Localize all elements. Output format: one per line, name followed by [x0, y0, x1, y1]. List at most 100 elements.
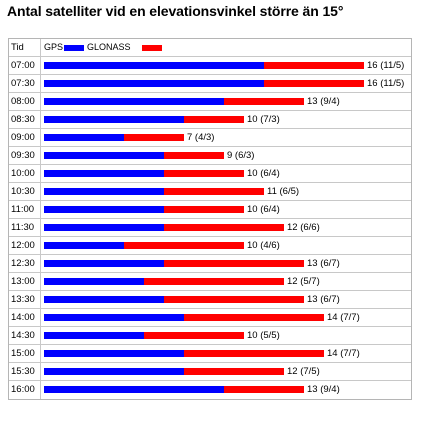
gps-bar	[44, 188, 164, 195]
glonass-bar	[224, 386, 304, 393]
table-row: 12:00 10 (4/6)	[9, 237, 411, 255]
legend-glonass-swatch	[142, 45, 162, 51]
data-label: 12 (6/6)	[287, 222, 320, 233]
bar-cell: 10 (4/6)	[42, 237, 411, 254]
time-column-header: Tid	[9, 39, 41, 56]
gps-bar	[44, 332, 144, 339]
gps-bar	[44, 152, 164, 159]
time-label: 12:30	[9, 255, 41, 272]
data-label: 9 (6/3)	[227, 150, 255, 161]
bar-cell: 11 (6/5)	[42, 183, 411, 200]
table-row: 10:30 11 (6/5)	[9, 183, 411, 201]
time-label: 16:00	[9, 381, 41, 399]
gps-bar	[44, 368, 184, 375]
header-row: Tid GPS GLONASS	[9, 39, 411, 57]
gps-bar	[44, 242, 124, 249]
glonass-bar	[164, 206, 244, 213]
bar-cell: 12 (6/6)	[42, 219, 411, 236]
glonass-bar	[124, 242, 244, 249]
glonass-bar	[184, 116, 244, 123]
data-label: 14 (7/7)	[327, 312, 360, 323]
time-label: 13:00	[9, 273, 41, 290]
time-label: 15:30	[9, 363, 41, 380]
gps-bar	[44, 116, 184, 123]
legend-glonass-label: GLONASS	[87, 42, 131, 52]
data-label: 16 (11/5)	[367, 60, 405, 71]
bar-cell: 10 (6/4)	[42, 201, 411, 218]
data-label: 14 (7/7)	[327, 348, 360, 359]
table-row: 13:30 13 (6/7)	[9, 291, 411, 309]
time-label: 10:00	[9, 165, 41, 182]
gps-bar	[44, 62, 264, 69]
data-label: 13 (6/7)	[307, 294, 340, 305]
bar-cell: 10 (5/5)	[42, 327, 411, 344]
bar-cell: 12 (7/5)	[42, 363, 411, 380]
data-label: 13 (6/7)	[307, 258, 340, 269]
bar-cell: 13 (6/7)	[42, 291, 411, 308]
time-label: 15:00	[9, 345, 41, 362]
bar-cell: 14 (7/7)	[42, 309, 411, 326]
data-label: 10 (5/5)	[247, 330, 280, 341]
gps-bar	[44, 278, 144, 285]
glonass-bar	[164, 260, 304, 267]
data-label: 13 (9/4)	[307, 384, 340, 395]
bar-cell: 7 (4/3)	[42, 129, 411, 146]
data-label: 12 (5/7)	[287, 276, 320, 287]
time-label: 09:00	[9, 129, 41, 146]
glonass-bar	[164, 296, 304, 303]
glonass-bar	[164, 170, 244, 177]
time-label: 12:00	[9, 237, 41, 254]
glonass-bar	[144, 332, 244, 339]
time-label: 11:00	[9, 201, 41, 218]
table-row: 07:00 16 (11/5)	[9, 57, 411, 75]
glonass-bar	[264, 80, 364, 87]
gps-bar	[44, 224, 164, 231]
table-row: 09:30 9 (6/3)	[9, 147, 411, 165]
gps-bar	[44, 260, 164, 267]
time-label: 14:00	[9, 309, 41, 326]
bar-cell: 9 (6/3)	[42, 147, 411, 164]
glonass-bar	[264, 62, 364, 69]
bar-cell: 10 (6/4)	[42, 165, 411, 182]
data-label: 7 (4/3)	[187, 132, 215, 143]
data-label: 13 (9/4)	[307, 96, 340, 107]
table-row: 10:00 10 (6/4)	[9, 165, 411, 183]
time-label: 08:30	[9, 111, 41, 128]
table-row: 12:30 13 (6/7)	[9, 255, 411, 273]
gps-bar	[44, 314, 184, 321]
table-row: 15:00 14 (7/7)	[9, 345, 411, 363]
bar-cell: 12 (5/7)	[42, 273, 411, 290]
table-row: 07:30 16 (11/5)	[9, 75, 411, 93]
glonass-bar	[164, 224, 284, 231]
glonass-bar	[184, 314, 324, 321]
data-label: 12 (7/5)	[287, 366, 320, 377]
gps-bar	[44, 206, 164, 213]
time-label: 14:30	[9, 327, 41, 344]
bar-cell: 13 (9/4)	[42, 93, 411, 110]
time-label: 08:00	[9, 93, 41, 110]
chart-table: Tid GPS GLONASS 07:00 16 (11/5) 07:30 16 (1…	[8, 38, 412, 400]
gps-bar	[44, 386, 224, 393]
time-label: 07:00	[9, 57, 41, 74]
data-label: 10 (6/4)	[247, 168, 280, 179]
gps-bar	[44, 80, 264, 87]
legend: GPS GLONASS	[42, 39, 411, 56]
time-label: 10:30	[9, 183, 41, 200]
gps-bar	[44, 98, 224, 105]
time-label: 11:30	[9, 219, 41, 236]
glonass-bar	[164, 152, 224, 159]
table-row: 11:30 12 (6/6)	[9, 219, 411, 237]
gps-bar	[44, 134, 124, 141]
table-row: 08:30 10 (7/3)	[9, 111, 411, 129]
gps-bar	[44, 350, 184, 357]
table-row: 15:30 12 (7/5)	[9, 363, 411, 381]
gps-bar	[44, 296, 164, 303]
bar-cell: 16 (11/5)	[42, 75, 411, 92]
table-row: 11:00 10 (6/4)	[9, 201, 411, 219]
bar-cell: 10 (7/3)	[42, 111, 411, 128]
chart-title: Antal satelliter vid en elevationsvinkel…	[7, 3, 344, 19]
table-row: 14:00 14 (7/7)	[9, 309, 411, 327]
bar-cell: 16 (11/5)	[42, 57, 411, 74]
table-row: 09:00 7 (4/3)	[9, 129, 411, 147]
glonass-bar	[124, 134, 184, 141]
